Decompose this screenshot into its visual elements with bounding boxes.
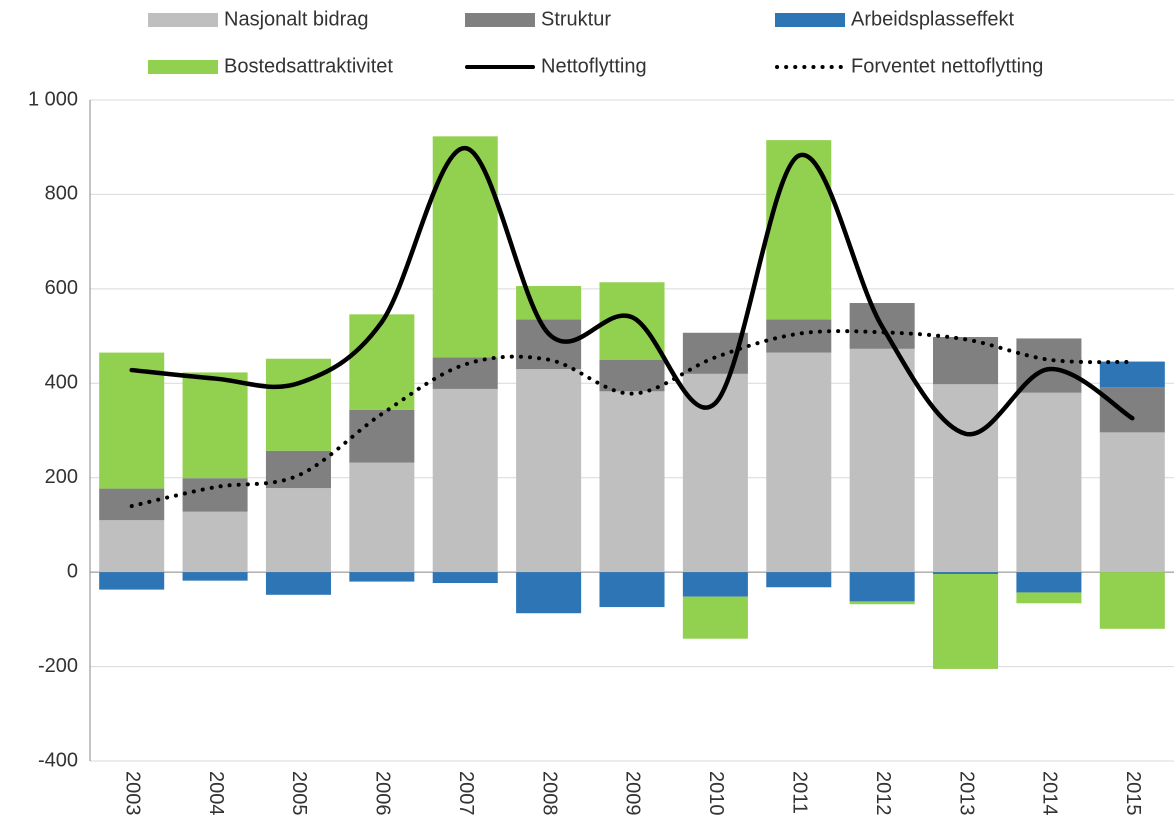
legend-label: Nettoflytting: [541, 55, 647, 77]
bar: [432, 357, 498, 389]
bar: [599, 391, 665, 573]
bar: [599, 359, 665, 392]
bar: [849, 601, 915, 605]
bar: [99, 572, 165, 590]
y-tick-label: -200: [38, 655, 78, 677]
legend-swatch: [775, 13, 845, 27]
bar: [849, 348, 915, 573]
legend-label: Nasjonalt bidrag: [224, 8, 369, 30]
bar: [766, 572, 832, 588]
bar: [933, 384, 999, 573]
bar: [265, 572, 331, 595]
legend-swatch: [148, 13, 218, 27]
bar: [182, 478, 248, 512]
bar: [1099, 361, 1165, 388]
bar: [516, 572, 582, 614]
bar: [682, 572, 748, 597]
bar: [766, 352, 832, 573]
y-tick-label: 600: [45, 277, 78, 299]
bar: [1016, 392, 1082, 573]
bar: [349, 572, 415, 582]
legend-swatch: [148, 60, 218, 74]
bar: [349, 409, 415, 463]
bar: [1099, 572, 1165, 629]
y-tick-label: 0: [67, 560, 78, 582]
line: [129, 145, 1135, 437]
x-tick-label: 2007: [455, 771, 477, 816]
bar: [682, 596, 748, 639]
bar: [432, 388, 498, 573]
x-tick-label: 2015: [1122, 771, 1144, 816]
x-tick-label: 2004: [205, 771, 227, 816]
bar: [933, 572, 999, 575]
bar: [933, 337, 999, 385]
bar: [432, 572, 498, 584]
legend-label: Arbeidsplasseffekt: [851, 8, 1015, 30]
bar: [516, 319, 582, 370]
legend-swatch: [465, 13, 535, 27]
bar: [933, 574, 999, 669]
bar: [182, 572, 248, 581]
legend-label: Bostedsattraktivitet: [224, 55, 393, 77]
y-tick-label: 400: [45, 372, 78, 394]
bar: [849, 572, 915, 602]
x-tick-label: 2008: [538, 771, 560, 816]
bar: [1016, 592, 1082, 604]
legend-label: Forventet nettoflytting: [851, 55, 1043, 77]
bar: [1099, 432, 1165, 573]
x-tick-label: 2013: [955, 771, 977, 816]
x-tick-label: 2011: [788, 771, 810, 814]
line: [129, 329, 1135, 509]
bar: [182, 511, 248, 573]
bar: [182, 372, 248, 479]
bar: [349, 462, 415, 573]
x-tick-label: 2005: [288, 771, 310, 816]
x-tick-label: 2003: [121, 771, 143, 816]
y-tick-label: -400: [38, 749, 78, 771]
x-tick-label: 2010: [705, 771, 727, 816]
bar: [349, 314, 415, 410]
y-tick-label: 1 000: [28, 88, 78, 110]
bar: [766, 140, 832, 320]
bar: [516, 369, 582, 573]
bar: [1016, 572, 1082, 593]
x-tick-label: 2014: [1039, 771, 1061, 816]
y-tick-label: 800: [45, 183, 78, 205]
legend-label: Struktur: [541, 8, 611, 30]
x-tick-label: 2009: [622, 771, 644, 816]
y-tick-label: 200: [45, 466, 78, 488]
bar: [599, 572, 665, 608]
x-tick-label: 2012: [872, 771, 894, 816]
bar: [682, 373, 748, 573]
x-tick-label: 2006: [372, 771, 394, 816]
bar: [99, 352, 165, 489]
bar: [1099, 387, 1165, 433]
bar: [265, 488, 331, 573]
bar: [766, 319, 832, 353]
bar: [99, 520, 165, 573]
